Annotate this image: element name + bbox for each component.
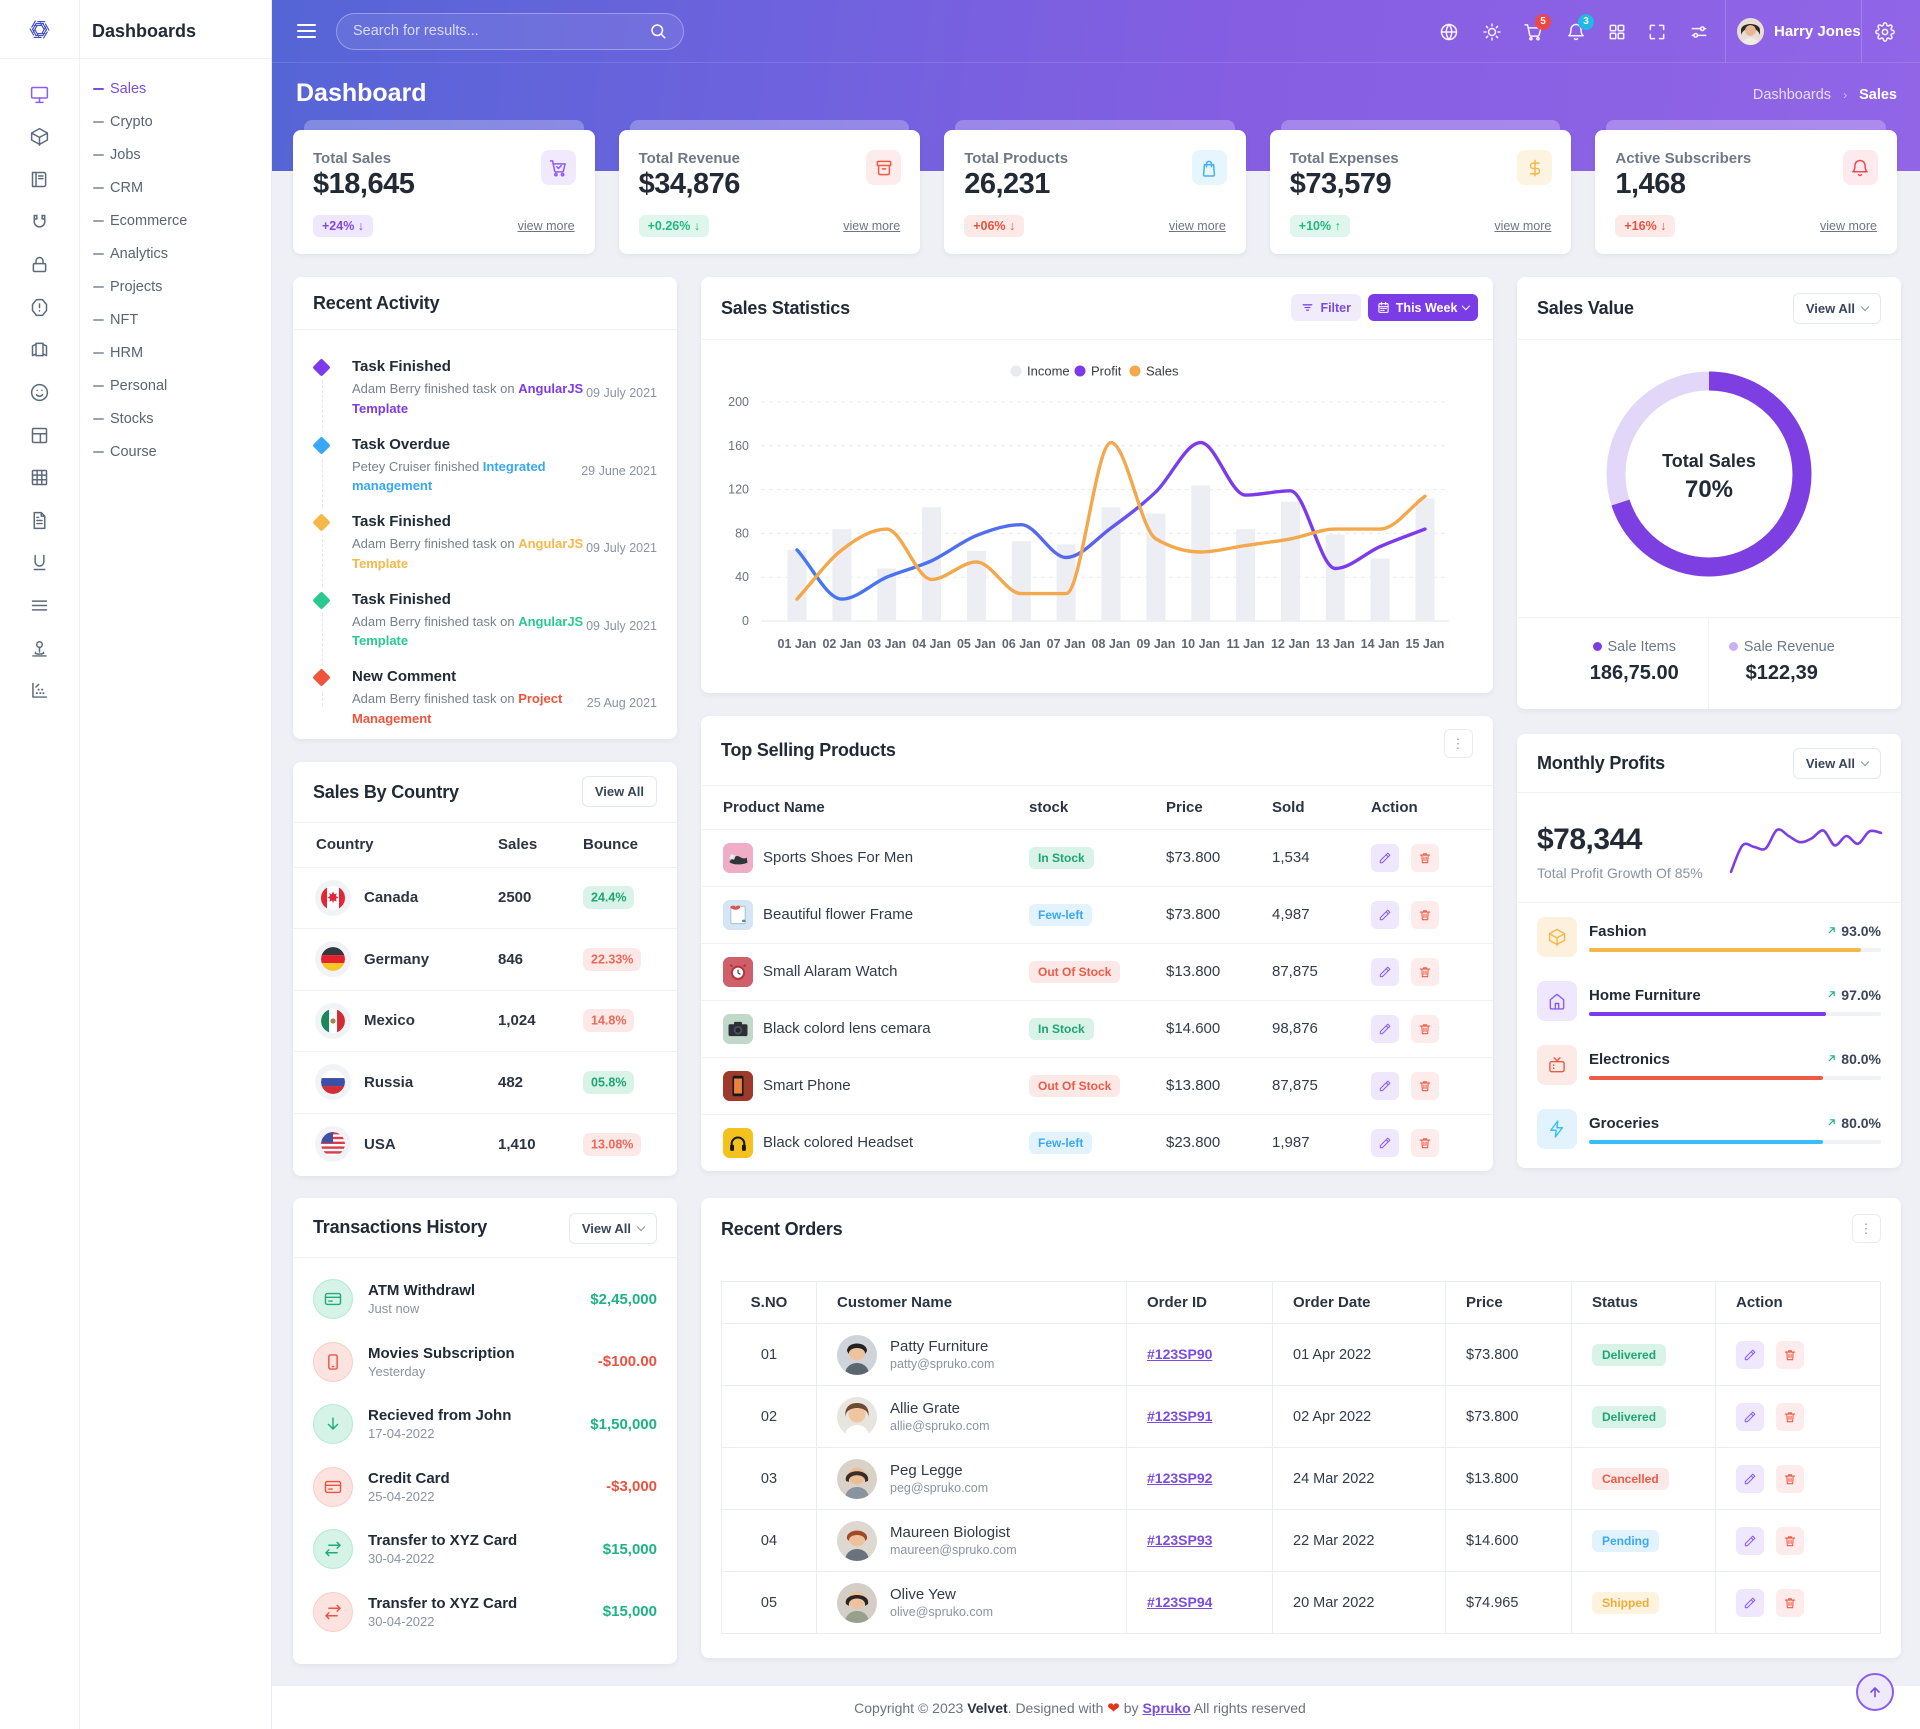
svg-text:15 Jan: 15 Jan: [1406, 637, 1445, 651]
svg-text:Income: Income: [1027, 364, 1070, 379]
svg-text:05 Jan: 05 Jan: [957, 637, 996, 651]
svg-text:120: 120: [728, 483, 749, 497]
svg-text:09 Jan: 09 Jan: [1136, 637, 1175, 651]
svg-text:12 Jan: 12 Jan: [1271, 637, 1310, 651]
svg-text:Profit: Profit: [1091, 364, 1122, 379]
svg-text:07 Jan: 07 Jan: [1047, 637, 1086, 651]
svg-text:80: 80: [735, 526, 749, 540]
svg-text:Total Sales: Total Sales: [1662, 451, 1756, 471]
svg-text:11 Jan: 11 Jan: [1226, 637, 1264, 651]
svg-text:06 Jan: 06 Jan: [1002, 637, 1041, 651]
svg-text:13 Jan: 13 Jan: [1316, 637, 1355, 651]
svg-text:14 Jan: 14 Jan: [1361, 637, 1400, 651]
svg-text:08 Jan: 08 Jan: [1092, 637, 1131, 651]
svg-text:200: 200: [728, 395, 749, 409]
svg-text:0: 0: [742, 614, 749, 628]
svg-text:10 Jan: 10 Jan: [1181, 637, 1220, 651]
svg-text:01 Jan: 01 Jan: [778, 637, 817, 651]
svg-text:160: 160: [728, 439, 749, 453]
svg-text:04 Jan: 04 Jan: [912, 637, 951, 651]
svg-text:Sales: Sales: [1146, 364, 1179, 379]
svg-text:40: 40: [735, 570, 749, 584]
svg-text:03 Jan: 03 Jan: [867, 637, 906, 651]
svg-text:02 Jan: 02 Jan: [822, 637, 861, 651]
svg-text:70%: 70%: [1685, 476, 1733, 503]
